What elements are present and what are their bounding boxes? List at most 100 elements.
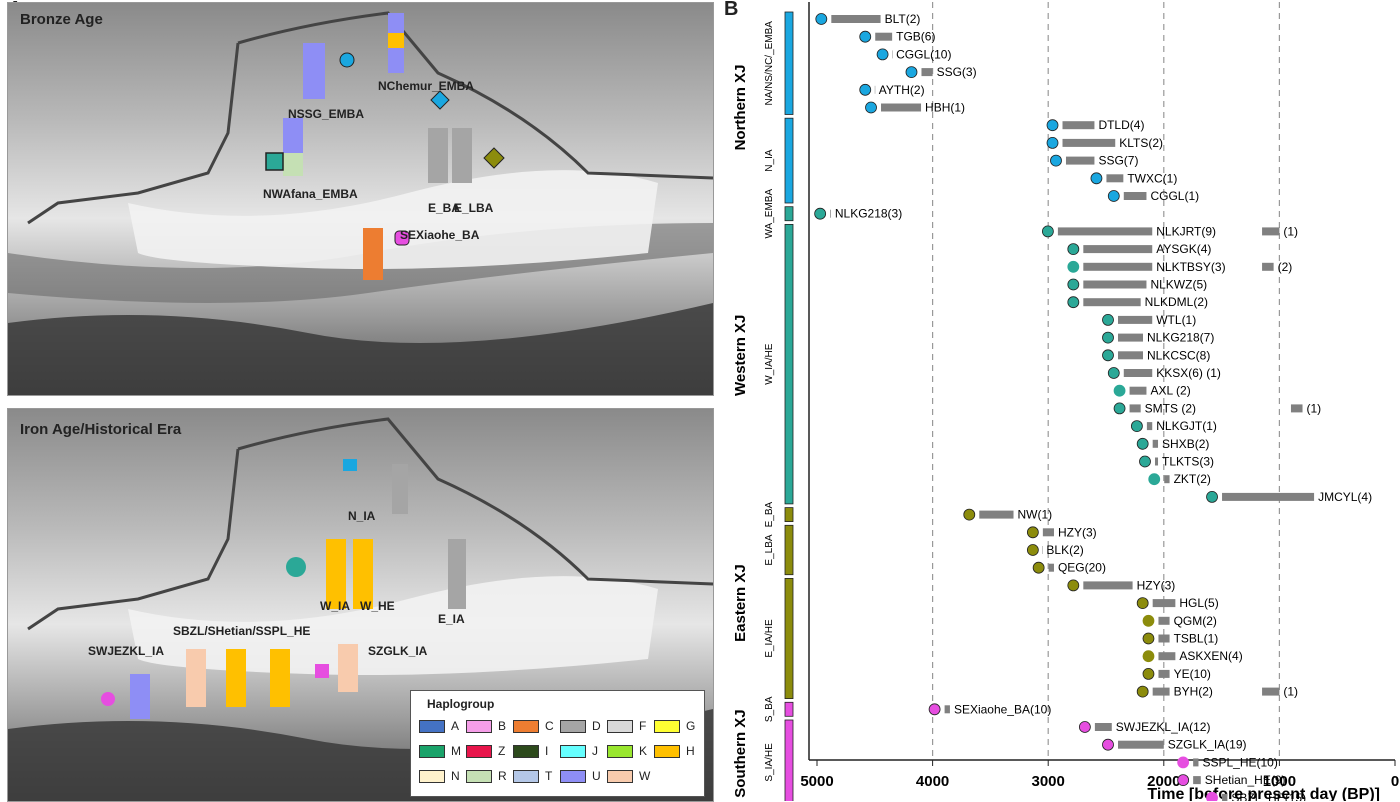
n-ia-bar	[392, 464, 408, 514]
row-label-extra: (1)	[1283, 224, 1298, 238]
map-title-bronze: Bronze Age	[20, 11, 103, 28]
sbzl-bar-1	[186, 649, 206, 707]
marker-star-icon	[816, 14, 827, 25]
group-strip	[785, 702, 793, 716]
swjezkl-circle-icon	[101, 692, 115, 706]
range-bar	[979, 511, 1013, 519]
range-bar	[1083, 263, 1152, 271]
row-label: SSG(7)	[1098, 154, 1138, 168]
range-bar	[1095, 723, 1112, 731]
marker-circle-x-icon	[1139, 456, 1150, 467]
legend-label: F	[639, 719, 646, 733]
row-label: SWJEZKL_IA(12)	[1116, 720, 1211, 734]
range-bar	[1124, 192, 1147, 200]
range-bar	[830, 210, 831, 218]
range-bar	[881, 104, 921, 112]
sexiaohe-bar	[363, 228, 383, 280]
marker-diamond-icon	[877, 49, 888, 60]
group-strip	[785, 508, 793, 522]
legend-swatch	[654, 720, 680, 733]
row-label: YE(10)	[1174, 667, 1211, 681]
range-bar	[1130, 387, 1147, 395]
row-label: SSPL_HE(10)	[1202, 755, 1277, 769]
marker-hexagon-icon	[866, 102, 877, 113]
row-label: NLKGJT(1)	[1156, 419, 1217, 433]
legend-label: G	[686, 719, 695, 733]
legend-swatch	[607, 720, 633, 733]
row-label: WTL(1)	[1156, 313, 1196, 327]
marker-open-circle-icon	[1114, 385, 1125, 396]
marker-open-circle-icon	[1207, 792, 1218, 801]
legend-item: U	[560, 769, 601, 783]
marker-open-square-icon	[1068, 261, 1079, 272]
marker-cross-icon	[1207, 491, 1218, 502]
row-label: NLKG218(3)	[835, 207, 902, 221]
marker-open-circle-icon	[1143, 615, 1154, 626]
group-strip	[785, 224, 793, 504]
marker-circle-icon	[1027, 527, 1038, 538]
legend-label: N	[451, 769, 460, 783]
legend-swatch	[607, 745, 633, 758]
range-bar	[1222, 794, 1227, 801]
szglk-bar	[338, 644, 358, 692]
range-bar	[1083, 281, 1146, 289]
row-label: BYH(2)	[1174, 685, 1213, 699]
group-label: S_BA	[764, 696, 775, 722]
marker-tri-down-icon	[860, 31, 871, 42]
legend-item: D	[560, 719, 601, 733]
range-bar	[831, 15, 880, 23]
range-bar	[1063, 139, 1116, 147]
range-bar	[1118, 316, 1152, 324]
row-label: SHXB(2)	[1162, 437, 1209, 451]
range-bar	[1153, 599, 1176, 607]
legend-item: W	[607, 769, 650, 783]
row-label: NW(1)	[1018, 508, 1053, 522]
group-strip	[785, 118, 793, 203]
legend-swatch	[560, 745, 586, 758]
row-label: SSG(3)	[937, 65, 977, 79]
legend-label: W	[639, 769, 650, 783]
legend-item: J	[560, 744, 598, 758]
nwafana-square-icon	[266, 153, 283, 170]
row-label: HZY(3)	[1058, 525, 1097, 539]
range-bar	[1043, 528, 1054, 536]
legend-title: Haplogroup	[427, 697, 494, 711]
legend-label: A	[451, 719, 459, 733]
region-label: Western XJ	[732, 315, 749, 396]
sbzl-bar-3	[270, 649, 290, 707]
legend-label: H	[686, 744, 695, 758]
legend-label: U	[592, 769, 601, 783]
row-label: HBH(1)	[925, 101, 965, 115]
range-bar	[1147, 422, 1152, 430]
marker-crescent-icon	[1050, 155, 1061, 166]
marker-diamond-icon	[1108, 191, 1119, 202]
row-label: DTLD(4)	[1098, 118, 1144, 132]
legend-label: R	[498, 769, 507, 783]
group-label: E_IA/HE	[764, 619, 775, 658]
legend-label: D	[592, 719, 601, 733]
range-bar	[1153, 440, 1158, 448]
legend-swatch	[513, 745, 539, 758]
marker-crescent-icon	[1108, 368, 1119, 379]
marker-open-square-icon	[1143, 651, 1154, 662]
legend-item: F	[607, 719, 646, 733]
x-tick-label: 3000	[1032, 773, 1065, 790]
legend-item: T	[513, 769, 552, 783]
region-label: Southern XJ	[732, 709, 749, 797]
range-bar	[1158, 635, 1169, 643]
row-label: KLTS(2)	[1119, 136, 1163, 150]
row-label: ZKT(2)	[1174, 472, 1211, 486]
row-label: BLK(2)	[1046, 543, 1083, 557]
row-label: NLKG218(7)	[1147, 331, 1214, 345]
row-label: TLKTS(3)	[1162, 455, 1214, 469]
row-label: SHetian_HE(9)	[1205, 773, 1286, 787]
row-label: HZY(3)	[1137, 578, 1176, 592]
marker-open-diamond-icon	[1178, 757, 1189, 768]
legend-item: K	[607, 744, 647, 758]
range-bar	[1083, 298, 1140, 306]
group-strip	[785, 12, 793, 115]
range-bar	[1106, 174, 1123, 182]
map-title-iron: Iron Age/Historical Era	[20, 421, 181, 438]
